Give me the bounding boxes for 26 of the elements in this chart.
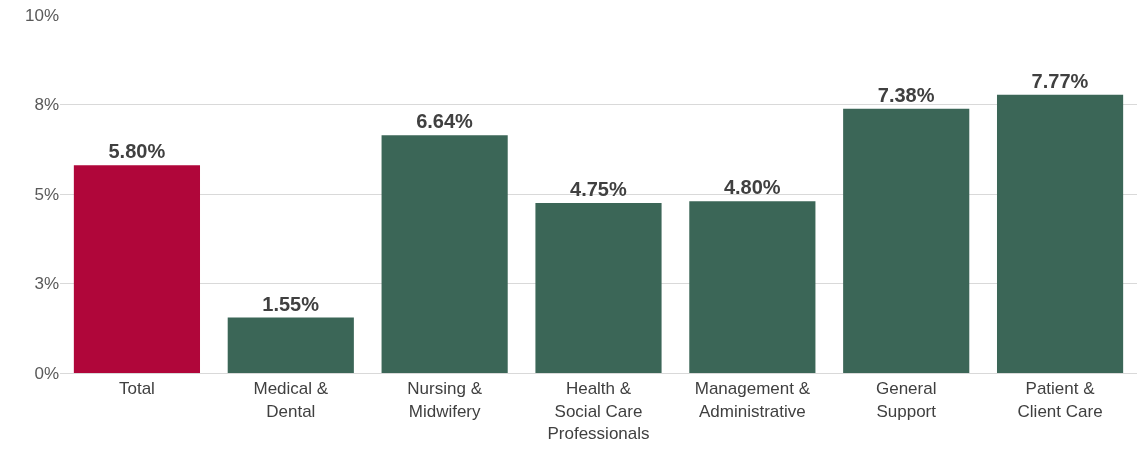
- y-tick-label: 5%: [34, 184, 59, 204]
- bar: [843, 108, 970, 373]
- bar: [689, 201, 816, 373]
- x-tick-label: General Support: [875, 379, 937, 421]
- bar: [996, 94, 1124, 373]
- data-label: 6.64%: [416, 110, 474, 133]
- bar: [535, 202, 662, 373]
- y-tick-label: 10%: [24, 5, 59, 25]
- data-label: 7.38%: [877, 83, 935, 106]
- y-tick-label: 0%: [34, 363, 59, 383]
- x-tick-label: Total: [118, 379, 155, 399]
- data-label: 1.55%: [262, 292, 320, 315]
- x-tick-label: Health & Social Care Professionals: [547, 379, 650, 443]
- bar: [73, 165, 201, 373]
- x-tick-label: Patient & Client Care: [1017, 379, 1103, 421]
- x-tick-label: Nursing & Midwifery: [407, 379, 483, 421]
- bar: [227, 317, 354, 373]
- x-tick-label: Management & Administrative: [694, 379, 811, 421]
- x-tick-label: Medical & Dental: [253, 379, 329, 421]
- data-label: 5.80%: [108, 140, 166, 163]
- data-label: 4.80%: [723, 176, 781, 199]
- data-label: 4.75%: [570, 177, 627, 200]
- bar: [381, 135, 508, 373]
- y-tick-label: 8%: [34, 95, 59, 115]
- y-tick-label: 3%: [34, 274, 59, 294]
- data-label: 7.77%: [1031, 69, 1089, 92]
